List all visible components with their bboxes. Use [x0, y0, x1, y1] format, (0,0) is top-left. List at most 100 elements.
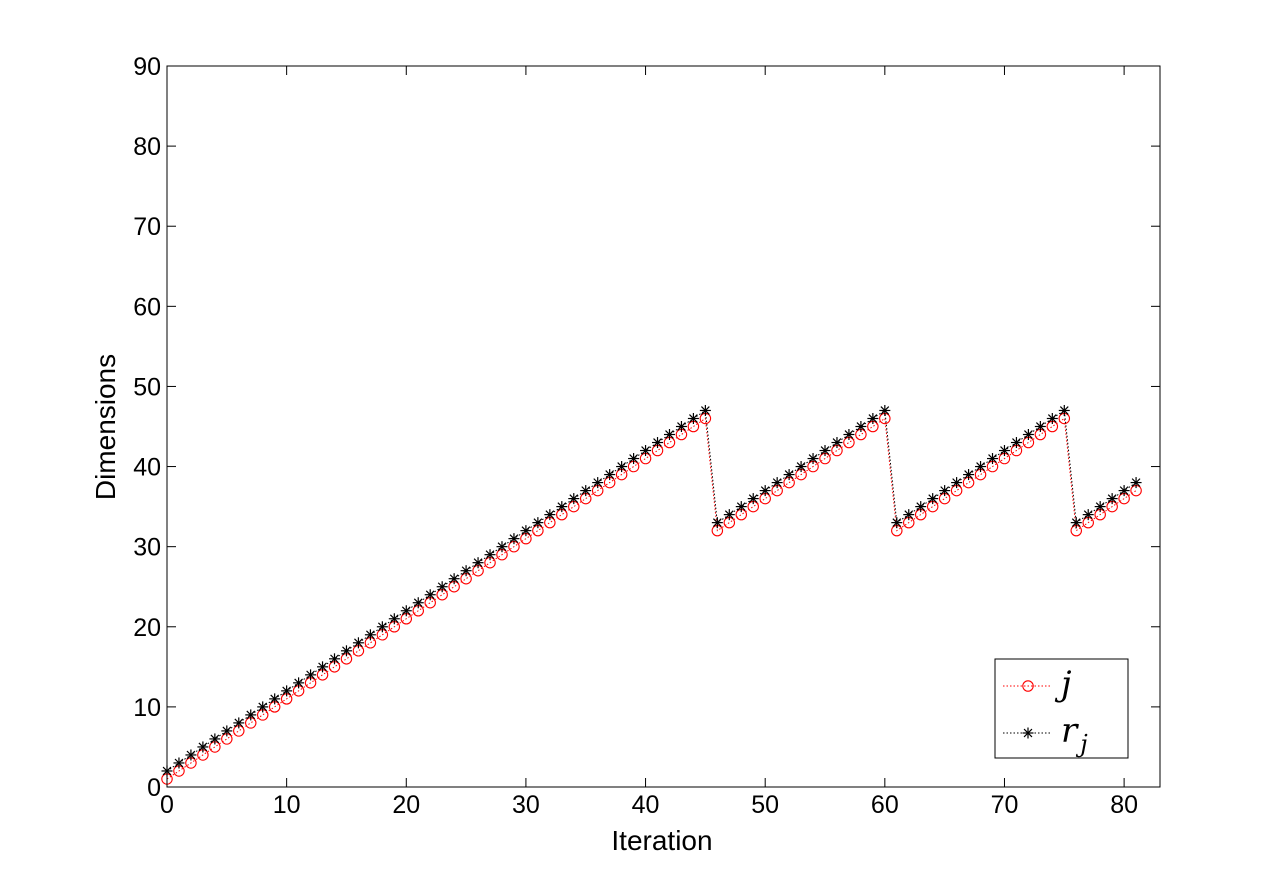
- data-point: [1010, 437, 1022, 449]
- data-point: [604, 469, 616, 481]
- x-tick-label: 40: [632, 791, 660, 819]
- data-point: [436, 581, 448, 593]
- data-point: [400, 605, 412, 617]
- data-point: [975, 461, 987, 473]
- data-point: [891, 517, 903, 529]
- data-point: [544, 509, 556, 521]
- data-point: [185, 749, 197, 761]
- data-point: [1022, 429, 1034, 441]
- legend: jr j: [994, 658, 1129, 759]
- data-point: [903, 509, 915, 521]
- plot-area: [161, 404, 1142, 785]
- y-tick-label: 40: [133, 454, 161, 482]
- data-point: [819, 445, 831, 457]
- data-point: [640, 445, 652, 457]
- data-point: [795, 461, 807, 473]
- data-point: [352, 637, 364, 649]
- legend-marker: [1022, 680, 1034, 692]
- data-point: [1046, 412, 1058, 424]
- data-point: [1034, 421, 1046, 432]
- data-point: [281, 685, 293, 697]
- x-tick-label: 70: [991, 791, 1019, 819]
- data-point: [197, 741, 209, 753]
- data-point: [245, 709, 257, 721]
- data-point: [340, 645, 352, 657]
- x-tick-label: 20: [392, 791, 420, 819]
- data-point: [592, 477, 604, 489]
- data-point: [987, 453, 999, 465]
- data-point: [723, 509, 735, 521]
- data-point: [807, 453, 819, 465]
- data-point: [855, 421, 867, 432]
- data-point: [448, 573, 460, 585]
- x-tick-label: 60: [871, 791, 899, 819]
- y-tick-label: 10: [133, 694, 161, 722]
- data-point: [508, 533, 520, 545]
- data-point: [616, 461, 628, 473]
- data-point: [412, 597, 424, 609]
- data-point: [1070, 517, 1082, 529]
- data-point: [1130, 477, 1142, 489]
- x-tick-label: 10: [273, 791, 301, 819]
- legend-label-main: r: [1061, 711, 1079, 751]
- data-point: [652, 437, 664, 449]
- data-point: [388, 613, 400, 625]
- data-point: [628, 453, 640, 465]
- data-point: [711, 517, 723, 529]
- axes-box: [166, 65, 1161, 788]
- x-tick-label: 50: [751, 791, 779, 819]
- data-point: [831, 437, 843, 449]
- y-axis-title: Dimensions: [90, 354, 121, 500]
- y-tick-label: 60: [133, 293, 161, 321]
- data-point: [532, 517, 544, 529]
- y-tick-label: 80: [133, 133, 161, 161]
- data-point: [173, 757, 185, 769]
- x-axis-title: Iteration: [611, 825, 712, 856]
- y-tick-label: 90: [133, 53, 161, 81]
- data-point: [257, 701, 269, 713]
- axes: 0 10 20 30 40 50 60 70 80 0 10 20 30 40 50 60 70 80 90: [133, 53, 1161, 819]
- data-point: [364, 629, 376, 641]
- y-tick-label: 70: [133, 213, 161, 241]
- data-point: [735, 501, 747, 513]
- y-tick-label: 20: [133, 614, 161, 642]
- data-point: [783, 469, 795, 481]
- data-point: [687, 412, 699, 424]
- data-point: [675, 421, 687, 432]
- data-point: [305, 669, 317, 681]
- data-point: [951, 477, 963, 489]
- data-point: [1106, 493, 1118, 505]
- data-point: [520, 525, 532, 537]
- legend-marker: [1022, 727, 1034, 739]
- data-point: [759, 485, 771, 497]
- data-point: [209, 733, 221, 745]
- data-point: [460, 565, 472, 577]
- data-point: [496, 541, 508, 553]
- data-point: [998, 445, 1010, 457]
- data-point: [867, 412, 879, 424]
- data-point: [376, 621, 388, 633]
- data-point: [915, 501, 927, 513]
- data-point: [484, 549, 496, 561]
- data-point: [568, 493, 580, 505]
- data-point: [269, 693, 281, 705]
- data-point: [472, 557, 484, 569]
- data-point: [1118, 485, 1130, 497]
- data-point: [580, 485, 592, 497]
- data-point: [221, 725, 233, 737]
- data-point: [879, 404, 891, 416]
- y-tick-label: 0: [147, 774, 161, 802]
- data-point: [1094, 501, 1106, 513]
- data-point: [556, 501, 568, 513]
- data-point: [1082, 509, 1094, 521]
- data-point: [843, 429, 855, 441]
- data-point: [699, 404, 711, 416]
- data-point: [939, 485, 951, 497]
- data-point: [1058, 404, 1070, 416]
- data-point: [771, 477, 783, 489]
- data-point: [424, 589, 436, 601]
- data-point: [328, 653, 340, 665]
- data-point: [927, 493, 939, 505]
- data-point: [317, 661, 329, 673]
